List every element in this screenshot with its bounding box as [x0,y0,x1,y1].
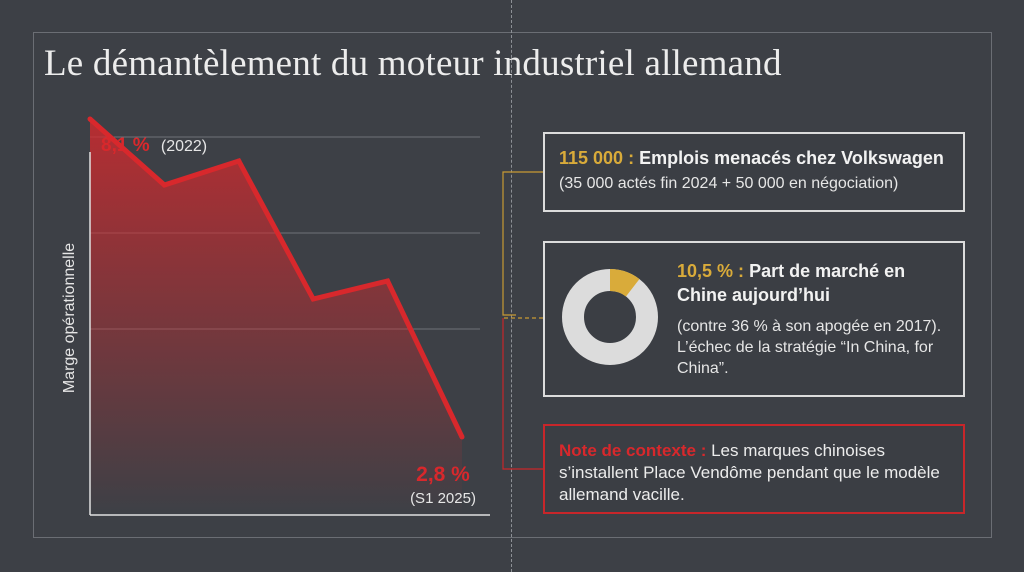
china-headline-text: Part de marché en Chine aujourd’hui [677,261,906,305]
market-share-donut [562,269,658,365]
china-number: 10,5 % : [677,261,745,281]
china-headline: 10,5 % : Part de marché en Chine aujourd… [677,259,957,307]
start-value-label: 8,1 % (2022) [101,135,207,156]
donut-track [562,269,658,365]
start-period: (2022) [161,138,207,155]
page-title: Le démantèlement du moteur industriel al… [44,43,782,84]
margin-area-fill [90,119,462,515]
jobs-headline-text: Emplois menacés chez Volkswagen [639,148,944,168]
china-text-block: 10,5 % : Part de marché en Chine aujourd… [677,259,957,379]
context-note-card: Note de contexte : Les marques chinoises… [543,424,965,514]
jobs-headline: 115 000 : Emplois menacés chez Volkswage… [559,148,951,169]
data-point-6 [459,434,465,440]
end-value: 2,8 % [416,463,470,486]
connector-jobs [502,171,543,316]
end-period: (S1 2025) [410,490,476,507]
data-point-1 [87,116,93,122]
chart-points [87,116,465,440]
margin-series-line [88,117,465,439]
context-note-label: Note de contexte : [559,441,707,460]
infographic-frame [33,32,992,538]
context-note-body: Les marques chinoises s’installent Place… [559,441,940,504]
data-point-5 [385,278,391,284]
data-point-2 [161,182,167,188]
jobs-number: 115 000 : [559,148,635,168]
china-detail: (contre 36 % à son apogée en 2017). L’éc… [677,318,942,377]
china-market-card: 10,5 % : Part de marché en Chine aujourd… [543,241,965,397]
data-point-3 [236,158,242,164]
jobs-card: 115 000 : Emplois menacés chez Volkswage… [543,132,965,212]
y-axis-label: Marge opérationnelle [61,243,78,393]
data-point-4 [310,296,316,302]
connector-note [502,318,543,470]
jobs-detail: (35 000 actés fin 2024 + 50 000 en négoc… [559,175,899,192]
context-note-text: Note de contexte : Les marques chinoises… [559,440,951,506]
start-value: 8,1 % [101,135,150,156]
donut-share-slice [610,269,640,297]
center-divider [511,0,512,572]
